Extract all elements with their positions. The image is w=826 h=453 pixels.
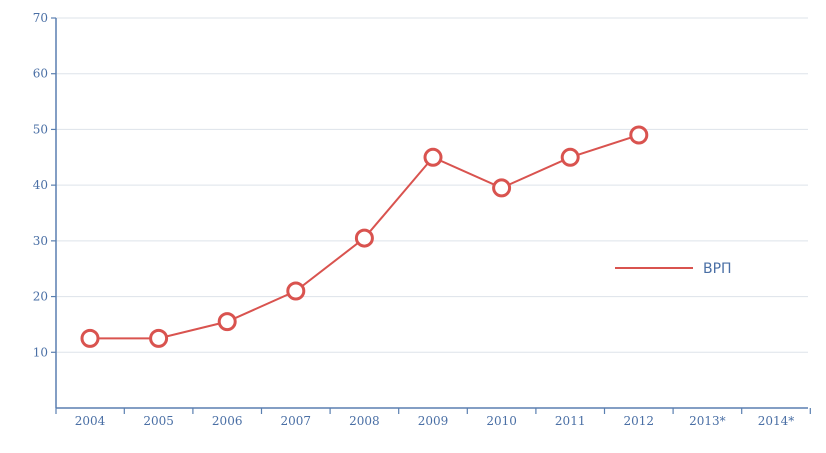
data-point [149, 328, 169, 348]
y-axis-ticks: 10 20 30 40 50 60 70 [33, 11, 56, 359]
y-tick-label: 10 [33, 345, 48, 359]
y-tick-label: 60 [33, 67, 48, 81]
y-tick-label: 40 [33, 178, 48, 192]
data-point [217, 312, 237, 332]
data-point [560, 147, 580, 167]
y-tick-label: 70 [33, 11, 48, 25]
grid-lines [56, 17, 808, 353]
x-tick-label: 2014* [758, 414, 795, 428]
series-group [80, 125, 649, 348]
data-point [286, 281, 306, 301]
x-tick-label: 2013* [689, 414, 726, 428]
data-point [492, 178, 512, 198]
legend-label: ВРП [703, 261, 732, 277]
x-tick-label: 2009 [418, 414, 449, 428]
x-tick-label: 2010 [486, 414, 517, 428]
y-tick-label: 30 [33, 234, 48, 248]
x-tick-label: 2006 [212, 414, 243, 428]
x-tick-label: 2004 [75, 414, 106, 428]
x-tick-label: 2011 [555, 414, 586, 428]
y-tick-label: 50 [33, 122, 48, 136]
x-tick-label: 2007 [281, 414, 312, 428]
x-tick-label: 2008 [349, 414, 380, 428]
data-point [629, 125, 649, 145]
data-point [80, 328, 100, 348]
data-point [423, 147, 443, 167]
x-tick-label: 2005 [143, 414, 174, 428]
y-tick-label: 20 [33, 290, 48, 304]
x-axis-ticks: 2004 2005 2006 2007 2008 2009 2010 2011 2012 2013… [55, 408, 811, 428]
x-tick-label: 2012 [624, 414, 655, 428]
data-point [354, 228, 374, 248]
legend: ВРП [615, 261, 732, 277]
